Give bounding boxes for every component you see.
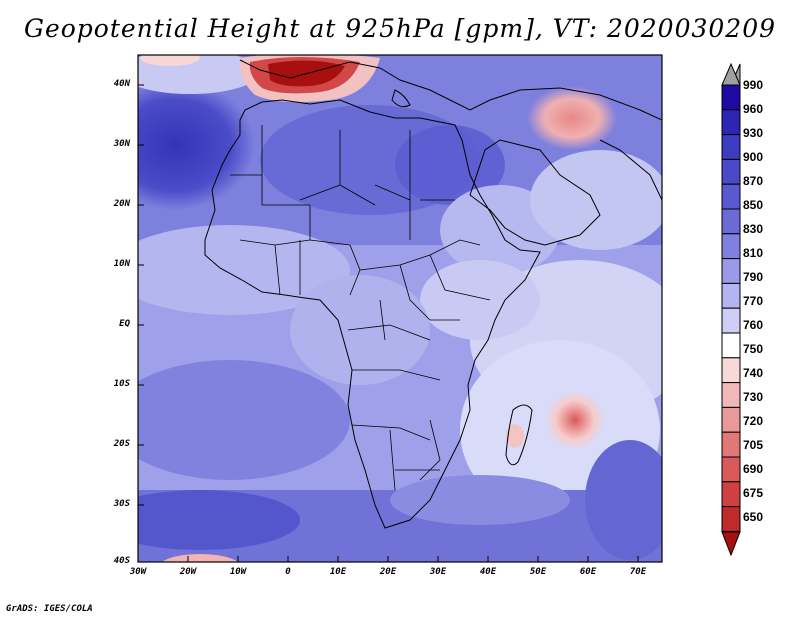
colorbar-label: 990 <box>743 78 764 92</box>
colorbar-box <box>721 134 741 160</box>
coastlines <box>204 59 662 529</box>
lat-label-30s: 30S <box>113 499 130 509</box>
lon-label-50e: 50E <box>529 567 547 577</box>
lon-label-20e: 20E <box>379 567 397 577</box>
lon-label-30e: 30E <box>429 567 447 577</box>
lon-label-70e: 70E <box>629 567 647 577</box>
field-deep-atlantic <box>138 80 255 210</box>
colorbar-label: 690 <box>743 462 764 476</box>
lat-label-10s: 10S <box>113 379 130 389</box>
field-congo <box>290 275 430 385</box>
map-title: Geopotential Height at 925hPa [gpm], VT:… <box>23 14 777 43</box>
colorbar-label: 705 <box>743 438 764 452</box>
colorbar-box <box>721 208 741 235</box>
colorbar-box <box>721 233 741 260</box>
field-egypt <box>395 125 505 205</box>
colorbar-box <box>721 258 741 284</box>
northern-coastline <box>239 59 662 121</box>
field-arabian-sea <box>530 150 662 250</box>
india-coastline <box>599 139 662 201</box>
colorbar-box <box>721 456 741 483</box>
colorbar-label: 960 <box>743 102 764 116</box>
field-gulf-guinea <box>138 225 350 315</box>
lon-label-40e: 40E <box>479 567 497 577</box>
plot-frame <box>137 54 663 563</box>
lon-label-10w: 10W <box>229 567 247 577</box>
field-sw-pink <box>162 554 238 562</box>
field-madagascar-pink <box>506 424 524 448</box>
field-south-atlantic <box>138 360 350 480</box>
country-borders <box>230 125 491 491</box>
colorbar-box <box>721 307 741 334</box>
lat-label-eq: EQ <box>119 319 130 329</box>
africa-coastline <box>204 99 541 529</box>
lat-label-20n: 20N <box>113 199 130 209</box>
colorbar-bottom-arrow <box>721 531 741 557</box>
lat-label-30n: 30N <box>113 139 130 149</box>
field-nw-pink <box>140 55 200 66</box>
greece-coastline <box>391 89 411 108</box>
colorbar-box <box>721 109 741 136</box>
field-iran-high <box>527 86 617 150</box>
colorbar-box <box>721 406 741 433</box>
lat-label-40n: 40N <box>113 79 130 89</box>
colorbar-box <box>721 431 741 458</box>
colorbar-box <box>721 332 741 359</box>
lon-label-30w: 30W <box>129 567 147 577</box>
colorbar-box <box>721 84 741 111</box>
colorbar-box <box>721 506 741 532</box>
lon-label-20w: 20W <box>179 567 197 577</box>
colorbar-box <box>721 382 741 408</box>
colorbar-label: 870 <box>743 174 764 188</box>
height-field <box>138 55 662 562</box>
colorbar-boxes <box>721 84 741 532</box>
lat-label-10n: 10N <box>113 259 130 269</box>
colorbar-box <box>721 282 741 309</box>
colorbar-label: 900 <box>743 150 764 164</box>
madagascar-coastline <box>505 404 533 466</box>
colorbar-label: 750 <box>743 342 764 356</box>
lon-label-60e: 60E <box>579 567 597 577</box>
colorbar-label: 740 <box>743 366 764 380</box>
axis-ticks <box>138 84 639 562</box>
colorbar-box <box>721 183 741 210</box>
colorbar-box <box>721 481 741 508</box>
colorbar <box>721 62 741 557</box>
colorbar-label: 770 <box>743 294 764 308</box>
colorbar-label: 720 <box>743 414 764 428</box>
colorbar-label: 810 <box>743 246 764 260</box>
arabia-coastline <box>469 139 601 246</box>
field-mascarene-high <box>545 390 605 450</box>
colorbar-label: 850 <box>743 198 764 212</box>
colorbar-label: 830 <box>743 222 764 236</box>
field-sw-deep <box>138 490 300 550</box>
colorbar-box <box>721 158 741 185</box>
colorbar-label: 730 <box>743 390 764 404</box>
colorbar-label: 675 <box>743 486 764 500</box>
field-east-africa <box>420 260 540 340</box>
lon-label-0: 0 <box>285 567 291 577</box>
lat-label-40s: 40S <box>113 556 130 566</box>
colorbar-label: 760 <box>743 318 764 332</box>
colorbar-label: 650 <box>743 510 764 524</box>
lat-label-20s: 20S <box>113 439 130 449</box>
colorbar-label: 930 <box>743 126 764 140</box>
colorbar-box <box>721 357 741 384</box>
colorbar-label: 790 <box>743 270 764 284</box>
lon-label-10e: 10E <box>329 567 347 577</box>
field-south-mid <box>390 475 570 525</box>
credit-text: GrADS: IGES/COLA <box>6 604 93 614</box>
field-se-deep <box>585 440 662 560</box>
